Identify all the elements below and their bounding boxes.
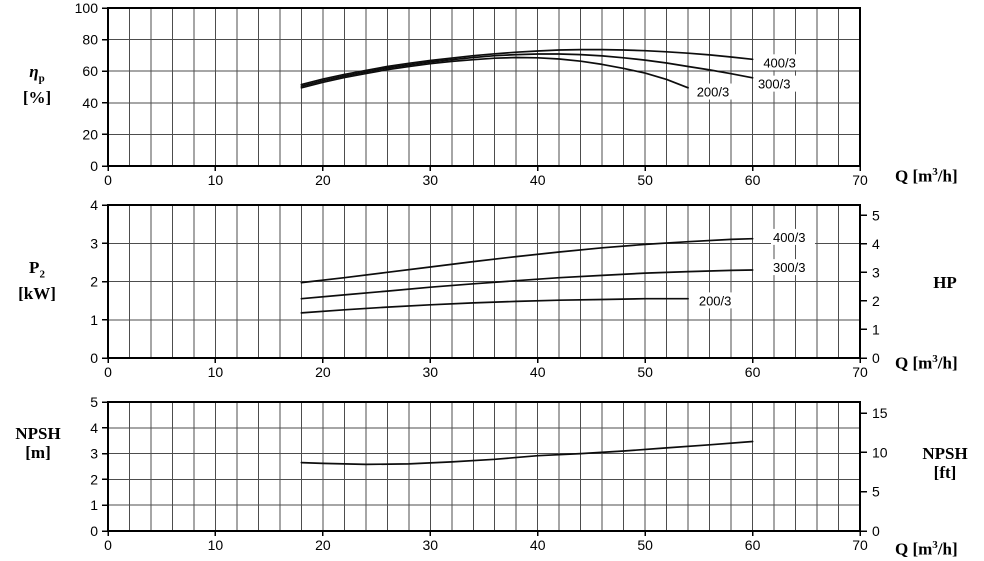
- right-tick-label-power: 5: [872, 207, 880, 223]
- npsh-right-axis-title: NPSH [ft]: [905, 444, 984, 482]
- y-tick-label-efficiency: 20: [82, 126, 98, 142]
- curve-label-power-400-3: 400/3: [773, 230, 806, 245]
- x-tick-label-npsh: 30: [422, 537, 438, 553]
- x-tick-label-power: 40: [530, 364, 546, 380]
- y-tick-label-power: 3: [90, 235, 98, 251]
- x-tick-label-efficiency: 40: [530, 172, 546, 188]
- npsh-left-axis-title-unit: [m]: [25, 443, 51, 462]
- y-tick-label-power: 1: [90, 312, 98, 328]
- power-axis-title-symbol: P2: [29, 258, 45, 281]
- curve-label-power-200-3: 200/3: [699, 293, 732, 308]
- flow-axis-title-top: Q [m3/h]: [895, 166, 958, 186]
- curve-npsh-NPSH: [300, 440, 754, 466]
- efficiency-axis-title-symbol: ηp: [29, 62, 45, 85]
- power-axis-title-unit: [kW]: [18, 284, 56, 304]
- right-tick-label-npsh: 15: [872, 405, 888, 421]
- curve-label-bg: [696, 292, 741, 309]
- hp-axis-title: HP: [933, 273, 957, 292]
- curve-power-200-3: [300, 297, 689, 314]
- y-tick-label-npsh: 0: [90, 523, 98, 539]
- power-axis-title: P2 [kW]: [8, 258, 66, 303]
- x-tick-label-power: 20: [315, 364, 331, 380]
- x-tick-label-efficiency: 70: [852, 172, 868, 188]
- curve-label-efficiency-400-3: 400/3: [763, 55, 796, 70]
- y-tick-label-npsh: 5: [90, 394, 98, 410]
- x-tick-label-npsh: 40: [530, 537, 546, 553]
- x-tick-label-power: 30: [422, 364, 438, 380]
- x-tick-label-power: 70: [852, 364, 868, 380]
- curve-efficiency-400-3: [300, 48, 754, 86]
- x-tick-label-efficiency: 0: [104, 172, 112, 188]
- x-tick-label-power: 10: [208, 364, 224, 380]
- efficiency-axis-title: ηp [%]: [8, 62, 66, 107]
- x-tick-label-npsh: 70: [852, 537, 868, 553]
- curve-label-bg: [761, 54, 806, 71]
- x-tick-label-power: 0: [104, 364, 112, 380]
- npsh-right-axis-title-symbol: NPSH: [922, 444, 968, 463]
- y-tick-label-power: 0: [90, 350, 98, 366]
- curve-power-400-3: [300, 237, 754, 284]
- y-tick-label-efficiency: 80: [82, 32, 98, 48]
- right-tick-label-power: 3: [872, 264, 880, 280]
- right-tick-label-power: 2: [872, 293, 880, 309]
- efficiency-axis-title-unit: [%]: [22, 88, 52, 108]
- npsh-right-axis-title-unit: [ft]: [933, 463, 957, 482]
- x-tick-label-npsh: 50: [637, 537, 653, 553]
- flow-axis-title-middle: Q [m3/h]: [895, 353, 958, 373]
- curve-label-bg: [694, 83, 739, 100]
- x-tick-label-npsh: 20: [315, 537, 331, 553]
- y-tick-label-npsh: 4: [90, 420, 98, 436]
- x-tick-label-power: 60: [745, 364, 761, 380]
- x-tick-label-power: 50: [637, 364, 653, 380]
- y-tick-label-npsh: 2: [90, 471, 98, 487]
- y-tick-label-power: 2: [90, 274, 98, 290]
- right-tick-label-npsh: 10: [872, 444, 888, 460]
- curve-label-efficiency-300-3: 300/3: [758, 77, 791, 92]
- npsh-left-axis-title-symbol: NPSH: [15, 424, 61, 443]
- x-tick-label-efficiency: 30: [422, 172, 438, 188]
- right-tick-label-npsh: 5: [872, 484, 880, 500]
- y-tick-label-efficiency: 100: [75, 0, 99, 16]
- curve-efficiency-200-3: [300, 56, 689, 89]
- y-tick-label-npsh: 3: [90, 446, 98, 462]
- right-tick-label-power: 1: [872, 321, 880, 337]
- right-tick-label-power: 4: [872, 236, 880, 252]
- x-tick-label-efficiency: 10: [208, 172, 224, 188]
- plot-frame-efficiency: [107, 7, 861, 167]
- x-tick-label-efficiency: 60: [745, 172, 761, 188]
- y-tick-label-efficiency: 60: [82, 63, 98, 79]
- x-tick-label-efficiency: 50: [637, 172, 653, 188]
- curve-label-bg: [770, 228, 815, 245]
- curve-label-bg: [755, 75, 800, 92]
- curve-label-bg: [770, 259, 815, 276]
- plot-frame-npsh: [107, 401, 861, 532]
- x-tick-label-npsh: 10: [208, 537, 224, 553]
- curve-label-power-300-3: 300/3: [773, 260, 806, 275]
- x-tick-label-npsh: 0: [104, 537, 112, 553]
- curve-efficiency-300-3: [300, 53, 754, 88]
- y-tick-label-npsh: 1: [90, 497, 98, 513]
- y-tick-label-efficiency: 0: [90, 158, 98, 174]
- y-tick-label-power: 4: [90, 197, 98, 213]
- flow-axis-title-bottom: Q [m3/h]: [895, 539, 958, 559]
- npsh-left-axis-title: NPSH [m]: [0, 424, 76, 462]
- curve-power-300-3: [300, 269, 754, 300]
- right-tick-label-power: 0: [872, 350, 880, 366]
- x-tick-label-npsh: 60: [745, 537, 761, 553]
- right-tick-label-npsh: 0: [872, 523, 880, 539]
- y-tick-label-efficiency: 40: [82, 95, 98, 111]
- curve-label-efficiency-200-3: 200/3: [697, 85, 730, 100]
- x-tick-label-efficiency: 20: [315, 172, 331, 188]
